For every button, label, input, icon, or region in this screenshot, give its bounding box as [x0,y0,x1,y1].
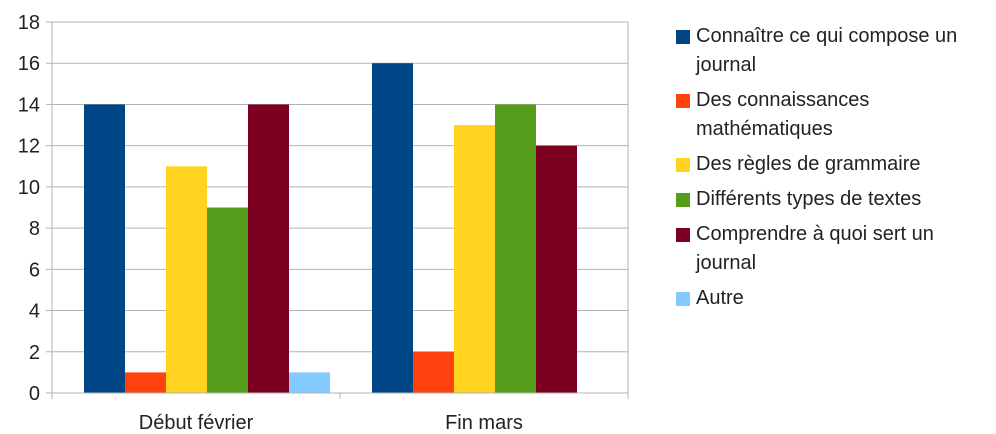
legend-item: Des règles de grammaire [676,150,986,179]
legend-swatch [676,292,690,306]
bar [248,104,289,393]
bar [495,104,536,393]
y-tick-label: 2 [29,342,40,364]
legend-swatch [676,30,690,44]
y-tick-label: 14 [18,94,40,116]
legend-swatch [676,228,690,242]
legend-label: Des règles de grammaire [696,153,921,175]
y-tick-label: 8 [29,218,40,240]
bar [372,63,413,393]
legend-item: Des connaissances mathématiques [676,86,986,144]
legend-item: Connaître ce qui compose un journal [676,22,986,80]
bar [413,351,454,393]
y-tick-label: 6 [29,259,40,281]
legend-item: Comprendre à quoi sert un journal [676,220,986,278]
y-tick-label: 10 [18,177,40,199]
bars [84,63,577,394]
y-tick-label: 0 [29,383,40,405]
legend-label: Connaître ce qui compose un journal [696,25,958,76]
y-tick-label: 4 [29,301,40,323]
y-tick-label: 16 [18,53,40,75]
y-tick-label: 12 [18,136,40,158]
legend-item: Autre [676,284,986,313]
legend-swatch [676,158,690,172]
bar [125,372,166,393]
bar [289,372,330,393]
legend-label: Comprendre à quoi sert un journal [696,223,934,274]
x-tick-label: Fin mars [445,412,523,434]
bar [84,104,125,393]
y-tick-label: 18 [18,12,40,34]
x-tick-labels: Début février Fin mars [139,412,523,434]
bar [454,125,495,394]
x-tick-label: Début février [139,412,254,434]
bar [536,145,577,393]
grid-lines [52,21,628,394]
legend-label: Des connaissances mathématiques [696,89,870,140]
legend-item: Différents types de textes [676,185,986,214]
bar [207,207,248,393]
legend-label: Différents types de textes [696,188,922,210]
legend-swatch [676,94,690,108]
legend-label: Autre [696,287,744,309]
bar [166,166,207,393]
y-tick-labels: 0 2 4 6 8 10 12 14 16 18 [18,12,40,405]
legend: Connaître ce qui compose un journal Des c… [676,22,986,319]
legend-swatch [676,193,690,207]
axes [46,21,629,399]
